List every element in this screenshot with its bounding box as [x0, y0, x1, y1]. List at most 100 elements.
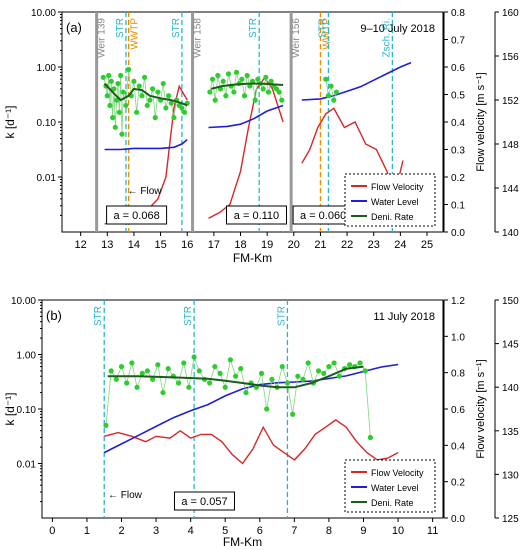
velocity-tick-label: 0.8	[451, 369, 465, 380]
decay-coefficient-box	[225, 205, 287, 225]
decay-coefficient-label: a = 0.068	[114, 210, 160, 222]
velocity-tick-label: 0.4	[451, 441, 465, 452]
str-label: STR	[317, 18, 328, 38]
y-tick-label: 1.00	[17, 351, 37, 362]
deni-point	[144, 368, 151, 374]
deni-point	[265, 89, 272, 95]
deni-point	[315, 368, 322, 374]
x-tick-label: 0	[49, 525, 55, 537]
deni-point	[279, 363, 285, 370]
deni-point	[144, 102, 150, 109]
deni-point	[111, 86, 117, 92]
str-label: Zsch. Ri.	[381, 18, 392, 57]
deni-point	[116, 109, 122, 115]
deni-point	[336, 373, 342, 379]
deni-point	[131, 78, 137, 84]
deni-point	[328, 83, 334, 89]
y-tick-label: 0.01	[17, 460, 37, 471]
deni-point	[217, 370, 223, 376]
water-level-tick-label: 145	[502, 340, 519, 351]
velocity-tick-label: 0.2	[451, 478, 465, 489]
water-level-line	[301, 61, 412, 101]
x-tick-label: 11	[427, 525, 438, 537]
wwtp-label: WWTP	[321, 18, 332, 50]
deni-point	[232, 373, 239, 379]
deni-point	[238, 366, 244, 372]
deni-point	[112, 124, 118, 130]
str-label: STR	[276, 306, 287, 326]
decay-coefficient-label: a = 0.057	[181, 496, 227, 508]
deni-point	[225, 71, 232, 77]
deni-point	[120, 89, 126, 95]
deni-point	[123, 102, 129, 109]
water-level-tick-label: 140	[502, 228, 519, 239]
deni-point	[323, 76, 329, 82]
deni-point	[367, 434, 374, 441]
x-tick-label: 2	[118, 525, 124, 537]
deni-point	[321, 370, 327, 376]
x-tick-label: 18	[234, 239, 246, 251]
deni-point	[104, 93, 110, 99]
weir-label: Weir 158	[193, 18, 204, 58]
flow-velocity-line	[104, 419, 399, 465]
deni-point	[241, 93, 248, 99]
water-level-tick-label: 150	[502, 296, 519, 307]
deni-point	[233, 69, 240, 75]
deni-point	[129, 360, 135, 366]
velocity-tick-label: 0.3	[451, 146, 465, 157]
velocity-axis-label: Flow velocity [m s⁻¹]	[475, 72, 487, 171]
deni-point	[118, 363, 125, 370]
decay-coefficient-label: a = 0.110	[234, 210, 279, 222]
decay-coefficient-label: a = 0.060	[300, 210, 346, 222]
deni-point	[227, 357, 234, 363]
weir-label: Weir 156	[291, 18, 302, 58]
deni-point	[171, 115, 177, 121]
deni-point	[181, 360, 187, 366]
deni-point	[260, 86, 266, 92]
x-tick-label: 8	[326, 525, 332, 537]
deni-point	[165, 93, 172, 99]
legend-label: Flow Velocity	[371, 468, 424, 478]
deni-point	[276, 89, 282, 95]
velocity-axis-label: Flow velocity [m s⁻¹]	[475, 359, 487, 458]
deni-point	[362, 368, 368, 374]
x-tick-label: 10	[392, 525, 404, 537]
deni-point	[155, 362, 161, 368]
water-level-tick-label: 148	[502, 140, 519, 151]
date-label: 11 July 2018	[373, 311, 435, 323]
deni-point	[290, 411, 296, 417]
deni-point	[110, 115, 116, 121]
deni-point	[126, 66, 132, 73]
x-tick-label: 17	[208, 239, 220, 251]
deni-point	[175, 380, 182, 386]
velocity-tick-label: 0.2	[451, 173, 465, 184]
water-level-line	[103, 363, 399, 454]
x-tick-label: 14	[128, 239, 140, 251]
water-level-tick-label: 144	[502, 184, 519, 195]
y-tick-label: 0.10	[37, 118, 57, 129]
deni-point	[264, 406, 270, 412]
deni-point	[258, 370, 265, 376]
water-level-tick-label: 125	[502, 514, 519, 525]
str-label: STR	[248, 18, 259, 38]
deni-point	[106, 72, 112, 79]
x-tick-label: 23	[368, 239, 380, 251]
deni-point	[115, 80, 121, 87]
velocity-tick-label: 0.5	[451, 91, 465, 102]
y-axis-label: k [d⁻¹]	[3, 392, 17, 425]
x-tick-label: 21	[314, 239, 326, 251]
decay-coefficient-box	[173, 491, 235, 511]
deni-point	[249, 78, 256, 84]
water-level-line	[208, 104, 284, 129]
deni-point	[212, 97, 218, 103]
water-level-tick-label: 152	[502, 96, 519, 107]
velocity-tick-label: 0.0	[451, 228, 465, 239]
x-tick-label: 19	[261, 239, 273, 251]
deni-point	[231, 89, 237, 95]
y-tick-label: 0.10	[17, 405, 37, 416]
deni-point	[269, 376, 275, 382]
deni-point	[333, 89, 340, 95]
deni-point	[255, 76, 261, 82]
deni-point	[347, 362, 353, 368]
deni-point	[295, 373, 301, 379]
